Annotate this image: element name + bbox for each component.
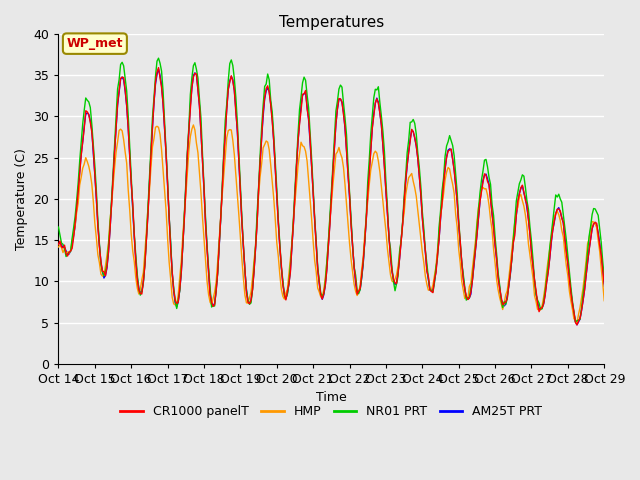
Y-axis label: Temperature (C): Temperature (C) bbox=[15, 148, 28, 250]
X-axis label: Time: Time bbox=[316, 391, 347, 404]
Legend: CR1000 panelT, HMP, NR01 PRT, AM25T PRT: CR1000 panelT, HMP, NR01 PRT, AM25T PRT bbox=[115, 400, 547, 423]
Text: WP_met: WP_met bbox=[67, 37, 123, 50]
Title: Temperatures: Temperatures bbox=[279, 15, 384, 30]
